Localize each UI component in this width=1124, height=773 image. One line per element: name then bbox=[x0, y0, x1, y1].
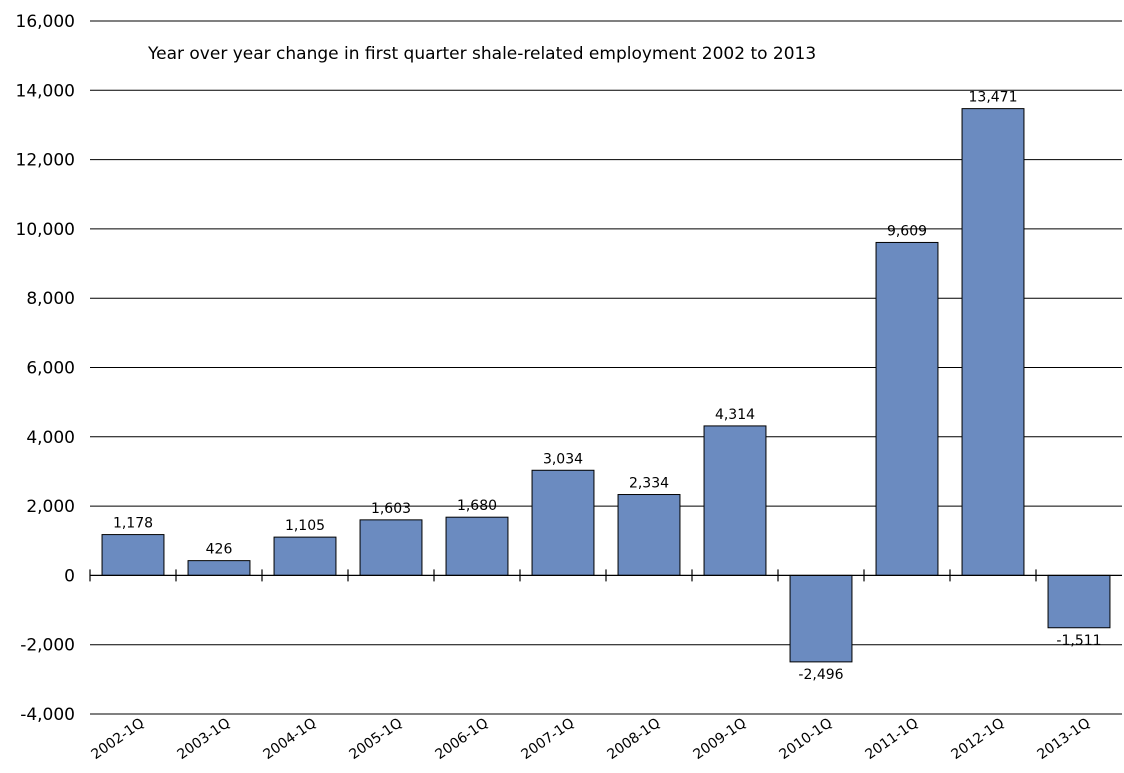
x-axis bbox=[89, 569, 1122, 582]
x-tick-label: 2006-1Q bbox=[432, 715, 491, 763]
x-tick-label: 2010-1Q bbox=[776, 715, 835, 763]
bar bbox=[445, 516, 509, 576]
bar bbox=[101, 534, 165, 576]
y-tick-label: 0 bbox=[64, 566, 75, 586]
x-tick-label: 2004-1Q bbox=[260, 715, 319, 763]
y-tick-label: 6,000 bbox=[26, 359, 75, 379]
gridlines bbox=[90, 20, 1122, 715]
y-tick-label: -4,000 bbox=[20, 705, 75, 725]
data-label: 4,314 bbox=[715, 407, 755, 423]
y-tick-label: 4,000 bbox=[26, 428, 75, 448]
y-tick-label: 8,000 bbox=[26, 289, 75, 309]
data-labels: 1,178 426 1,105 1,603 1,680 3,034 2,334 4,314 -2… bbox=[113, 90, 1102, 683]
y-tick-label: 10,000 bbox=[16, 220, 75, 240]
data-label: 1,178 bbox=[113, 516, 153, 532]
x-tick-label: 2007-1Q bbox=[518, 715, 577, 763]
bars bbox=[101, 108, 1111, 663]
y-tick-label: 16,000 bbox=[16, 12, 75, 32]
bar bbox=[703, 425, 767, 576]
data-label: -2,496 bbox=[798, 667, 843, 683]
x-tick-label: 2002-1Q bbox=[88, 715, 147, 763]
bar bbox=[187, 560, 251, 576]
data-label: 3,034 bbox=[543, 451, 583, 467]
x-tick-label: 2009-1Q bbox=[690, 715, 749, 763]
chart-title: Year over year change in first quarter s… bbox=[147, 44, 816, 64]
y-tick-label: 12,000 bbox=[16, 151, 75, 171]
bar bbox=[359, 519, 423, 576]
bar bbox=[273, 536, 337, 576]
x-tick-label: 2005-1Q bbox=[346, 715, 405, 763]
x-tick-label: 2011-1Q bbox=[862, 715, 921, 763]
y-tick-label: -2,000 bbox=[20, 636, 75, 656]
bar bbox=[875, 241, 939, 576]
y-axis-tick-labels: -4,000 -2,000 0 2,000 4,000 6,000 8,000 10,000 1… bbox=[16, 12, 75, 725]
x-axis-tick-labels: 2002-1Q 2003-1Q 2004-1Q 2005-1Q 2006-1Q 2007-… bbox=[88, 715, 1093, 763]
data-label: 13,471 bbox=[969, 90, 1018, 106]
bar bbox=[789, 574, 853, 663]
y-tick-label: 2,000 bbox=[26, 497, 75, 517]
data-label: 9,609 bbox=[887, 223, 927, 239]
data-label: 1,680 bbox=[457, 498, 497, 514]
x-tick-label: 2013-1Q bbox=[1034, 715, 1093, 763]
x-tick-label: 2012-1Q bbox=[948, 715, 1007, 763]
data-label: 2,334 bbox=[629, 476, 669, 492]
bar bbox=[617, 494, 681, 576]
data-label: 426 bbox=[206, 542, 233, 558]
x-tick-label: 2003-1Q bbox=[174, 715, 233, 763]
bar bbox=[961, 108, 1025, 576]
y-tick-label: 14,000 bbox=[16, 81, 75, 101]
x-tick-label: 2008-1Q bbox=[604, 715, 663, 763]
data-label: 1,105 bbox=[285, 518, 325, 534]
bar bbox=[1047, 574, 1111, 629]
bar bbox=[531, 469, 595, 576]
data-label: 1,603 bbox=[371, 501, 411, 517]
data-label: -1,511 bbox=[1056, 633, 1101, 649]
